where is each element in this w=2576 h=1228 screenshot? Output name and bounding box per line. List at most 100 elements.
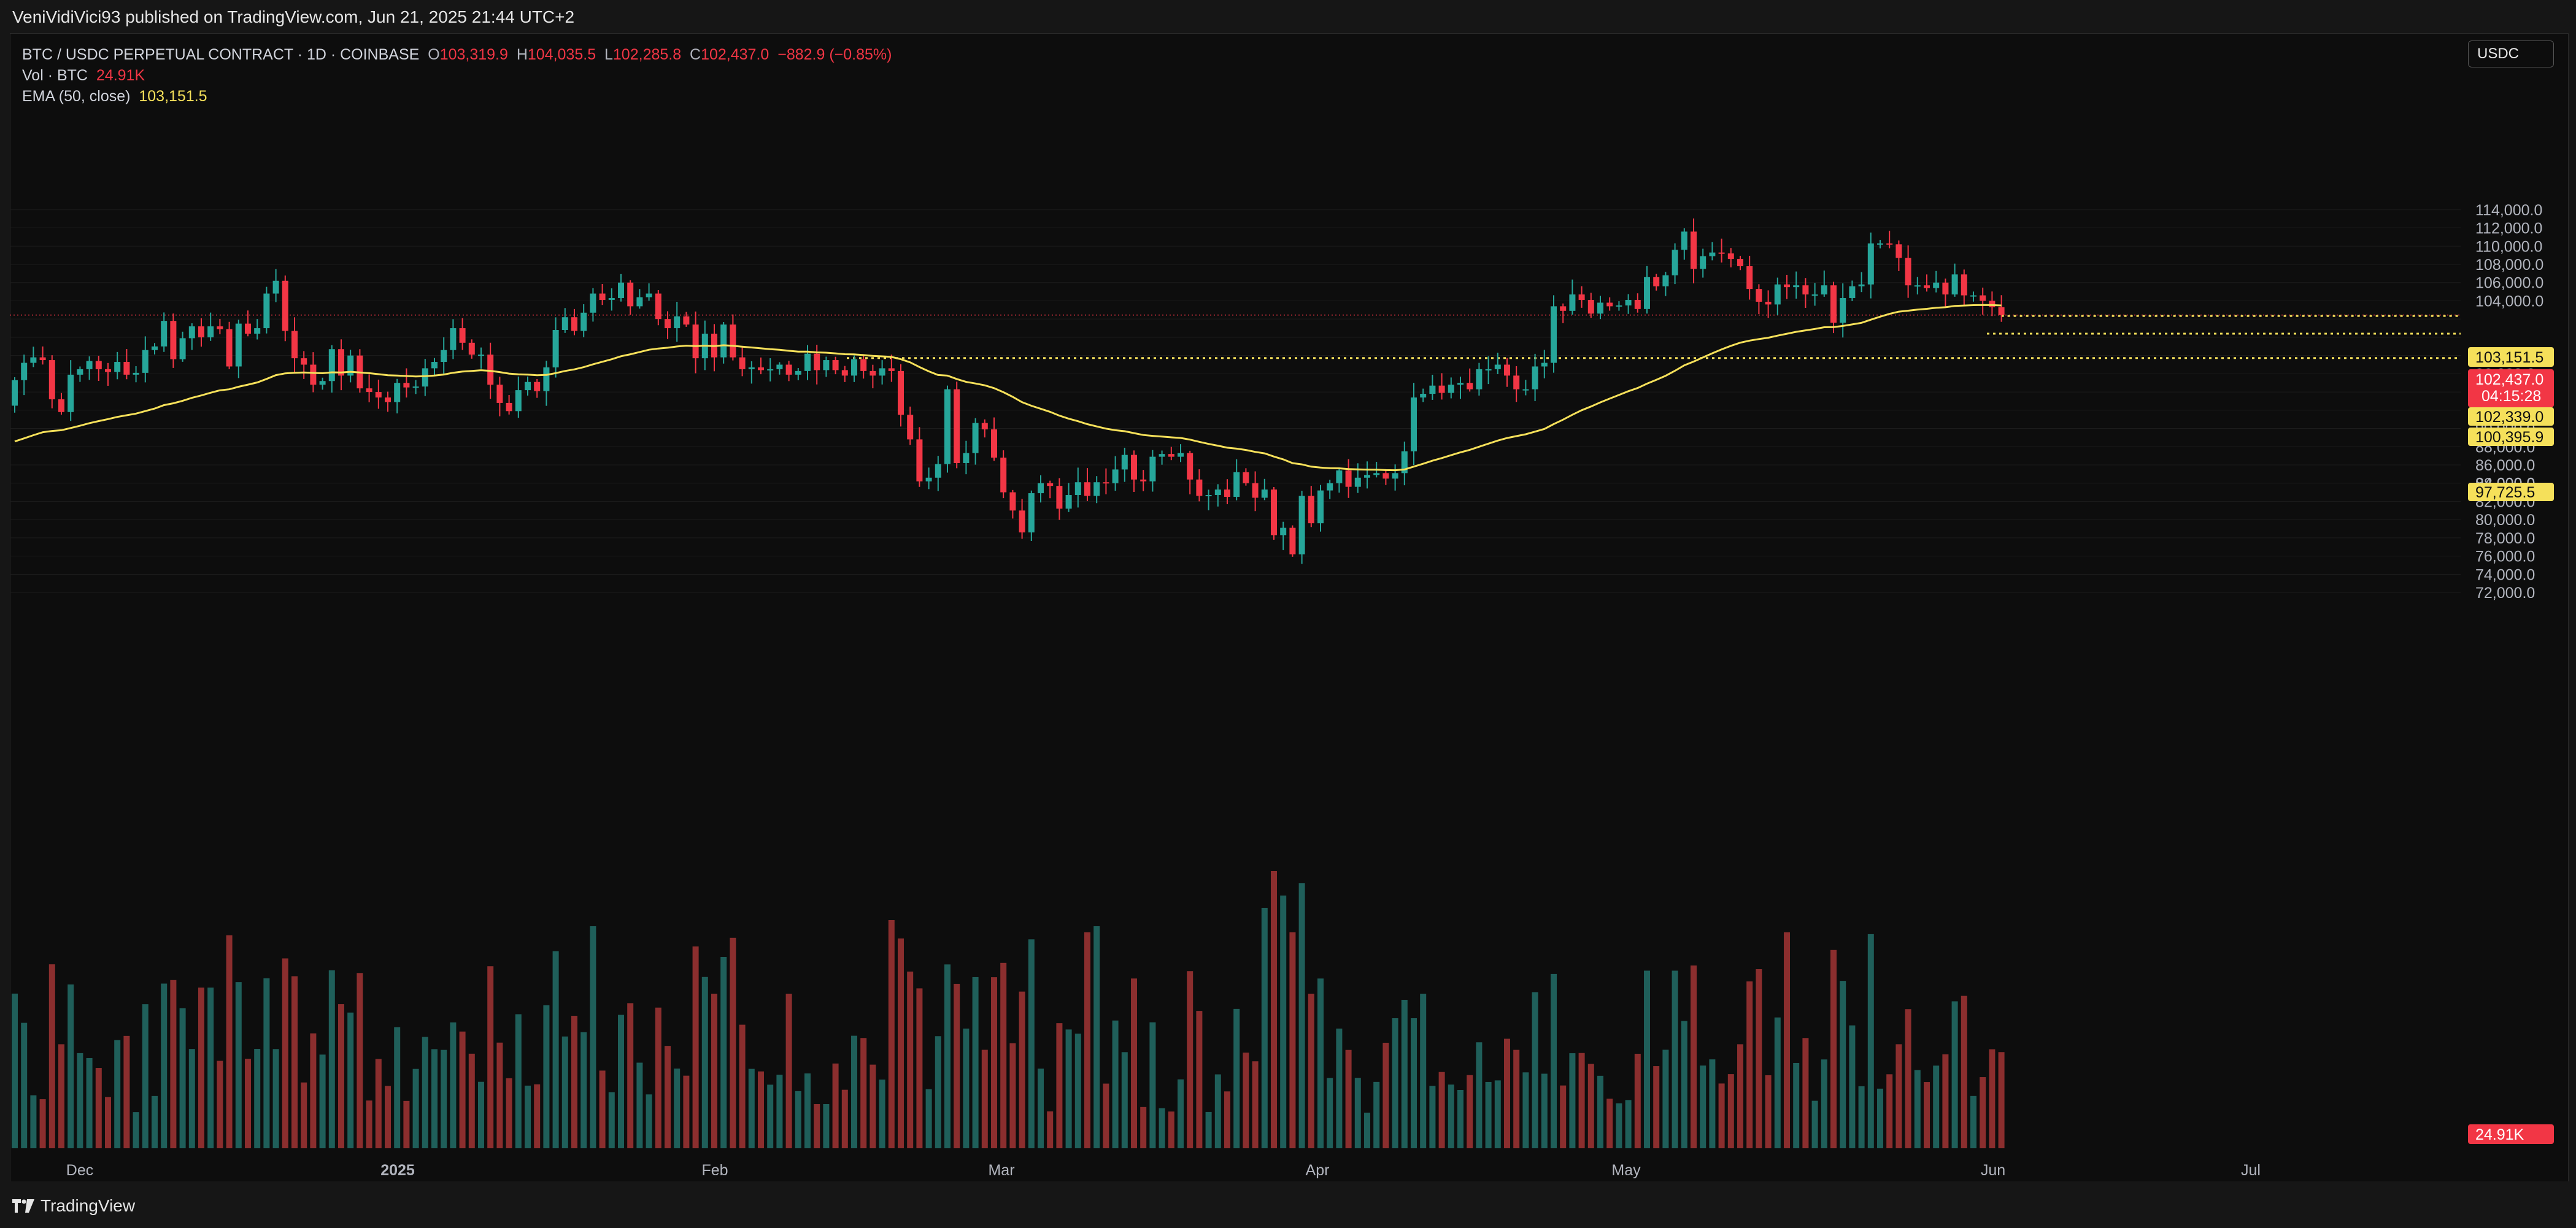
candle [1821, 271, 1827, 297]
candle [1420, 388, 1427, 402]
chart-frame[interactable] [10, 33, 2569, 1183]
volume-bar [515, 1014, 522, 1148]
candle [981, 419, 988, 438]
volume-bar [347, 1012, 354, 1148]
volume-bar [1914, 1070, 1921, 1148]
volume-tag: 24.91K [2468, 1124, 2554, 1144]
candle [1858, 272, 1865, 293]
candle [282, 275, 288, 342]
candle [1914, 277, 1921, 295]
volume-bar [272, 1049, 279, 1148]
volume-bar [1205, 1111, 1212, 1148]
candle [67, 360, 74, 421]
volume-bar [646, 1094, 652, 1148]
volume-bar [534, 1084, 541, 1148]
volume-bar [1196, 1011, 1203, 1148]
volume-bar [170, 980, 177, 1148]
volume-bar [935, 1036, 941, 1148]
candle [123, 349, 130, 380]
candle [1765, 290, 1772, 318]
candle [1280, 521, 1287, 550]
candle [1672, 243, 1678, 285]
candle [907, 406, 914, 445]
candle [515, 376, 522, 418]
volume-bar [245, 1059, 251, 1148]
candle [543, 361, 550, 406]
candle [272, 269, 279, 302]
volume-bar [860, 1038, 867, 1148]
candle [1681, 228, 1687, 260]
candle-layer [12, 218, 2005, 564]
volume-bar [870, 1064, 876, 1148]
volume-bar [683, 1075, 690, 1148]
volume-bar [1420, 994, 1427, 1148]
candle [254, 319, 261, 340]
candle [1700, 248, 1706, 278]
y-tick-label: 72,000.0 [2475, 585, 2535, 602]
open-value: 103,319.9 [439, 46, 508, 63]
price-tags: 103,151.5 102,437.004:15:28 102,339.0 100,3… [2468, 347, 2554, 1144]
volume-bar [776, 1075, 783, 1148]
volume-bar [161, 983, 168, 1148]
y-tick-label: 86,000.0 [2475, 457, 2535, 474]
candle [1942, 278, 1949, 307]
volume-bar [328, 970, 335, 1148]
volume-bar [468, 1053, 475, 1148]
candle [580, 304, 587, 337]
volume-bar [1951, 1001, 1958, 1148]
volume-bar [1793, 1062, 1800, 1148]
candle [552, 317, 559, 378]
candle [1709, 242, 1716, 261]
volume-bar [599, 1070, 606, 1148]
candle [1121, 447, 1128, 482]
candle [1047, 480, 1054, 499]
candle [263, 286, 270, 334]
volume-bar [12, 993, 18, 1148]
volume-bar [1980, 1077, 1986, 1148]
svg-text:102,339.0: 102,339.0 [2475, 409, 2543, 426]
volume-bar [1905, 1009, 1911, 1148]
volume-bar [1578, 1053, 1585, 1148]
candle [1084, 468, 1090, 501]
volume-bar [1457, 1089, 1463, 1148]
candle [1074, 467, 1081, 508]
volume-bar [1327, 1078, 1333, 1148]
volume-bar [1830, 950, 1837, 1148]
volume-bar [1364, 1112, 1370, 1148]
volume-bar [319, 1054, 326, 1148]
candle [385, 391, 391, 412]
candle [450, 319, 457, 359]
volume-bar [898, 938, 904, 1148]
volume-bar [636, 1062, 643, 1148]
currency-selector[interactable]: USDC [2468, 40, 2554, 67]
volume-bar [105, 1097, 111, 1148]
candle [1569, 279, 1576, 315]
candle [1616, 301, 1622, 311]
candle [683, 312, 690, 327]
volume-bar [1476, 1042, 1483, 1148]
symbol-label[interactable]: BTC / USDC PERPETUAL CONTRACT · 1D · COI… [22, 46, 420, 63]
top-bar: VeniVidiVici93 published on TradingView.… [0, 0, 2576, 33]
volume-bar [1187, 971, 1194, 1148]
candle [636, 289, 643, 309]
candle [888, 355, 895, 382]
volume-bar [1709, 1059, 1716, 1148]
volume-bar [1961, 996, 1967, 1148]
volume-bar [123, 1035, 130, 1148]
volume-bar [1168, 1111, 1174, 1148]
ema-label[interactable]: EMA (50, close) [22, 88, 131, 105]
volume-bar [1504, 1038, 1510, 1148]
volume-label[interactable]: Vol · BTC [22, 67, 88, 84]
symbol-row: BTC / USDC PERPETUAL CONTRACT · 1D · COI… [22, 44, 892, 65]
volume-bar [235, 982, 242, 1148]
time-axis: Dec 2025 Feb Mar Apr May Jun Jul [66, 1162, 2261, 1179]
candle [758, 357, 764, 375]
candle [1541, 350, 1548, 378]
volume-bar [496, 1042, 503, 1148]
volume-bar [925, 1089, 932, 1148]
volume-bar [739, 1024, 746, 1148]
volume-bar [888, 920, 895, 1148]
candle [1168, 447, 1174, 461]
volume-bar [422, 1037, 428, 1148]
